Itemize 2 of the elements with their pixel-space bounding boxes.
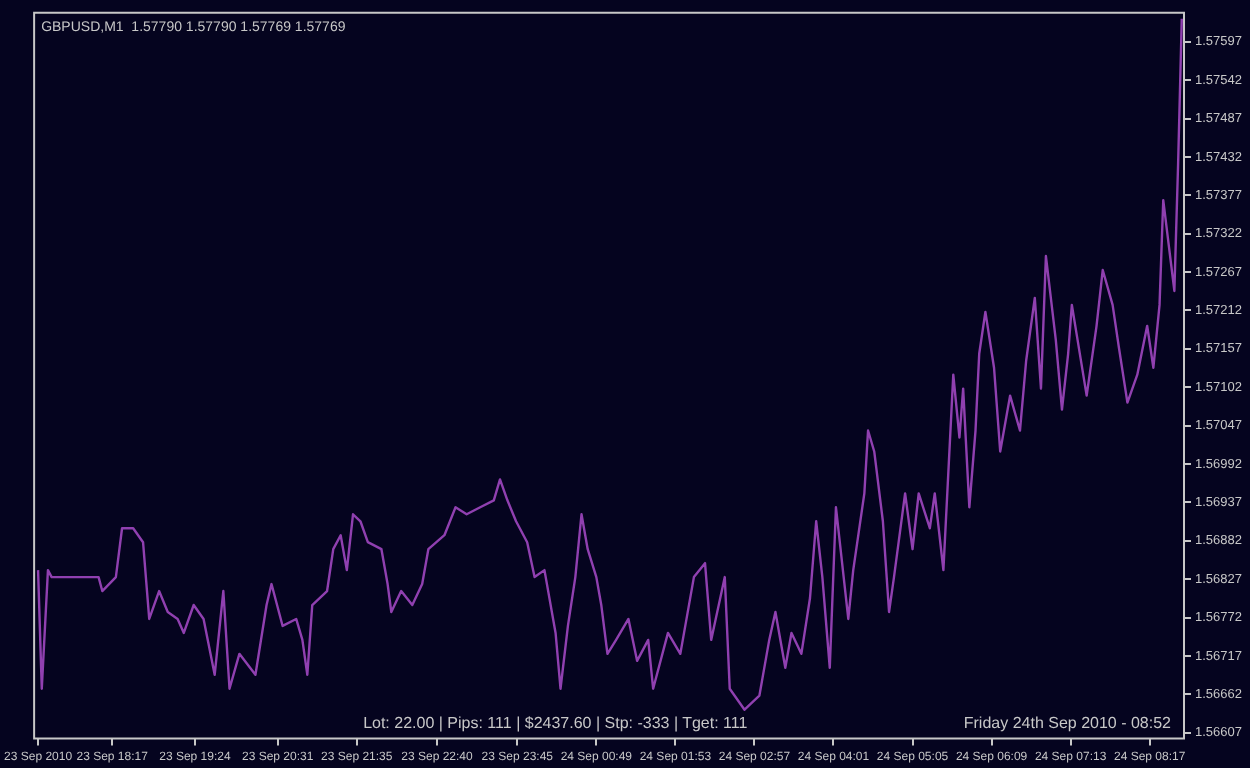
- annotation: Lot: 22.00 | Pips: 111 | $2437.60 | Stp: -333 | Tget: 111: [363, 714, 749, 733]
- annotation: Friday 24th Sep 2010 - 08:52: [963, 714, 1173, 733]
